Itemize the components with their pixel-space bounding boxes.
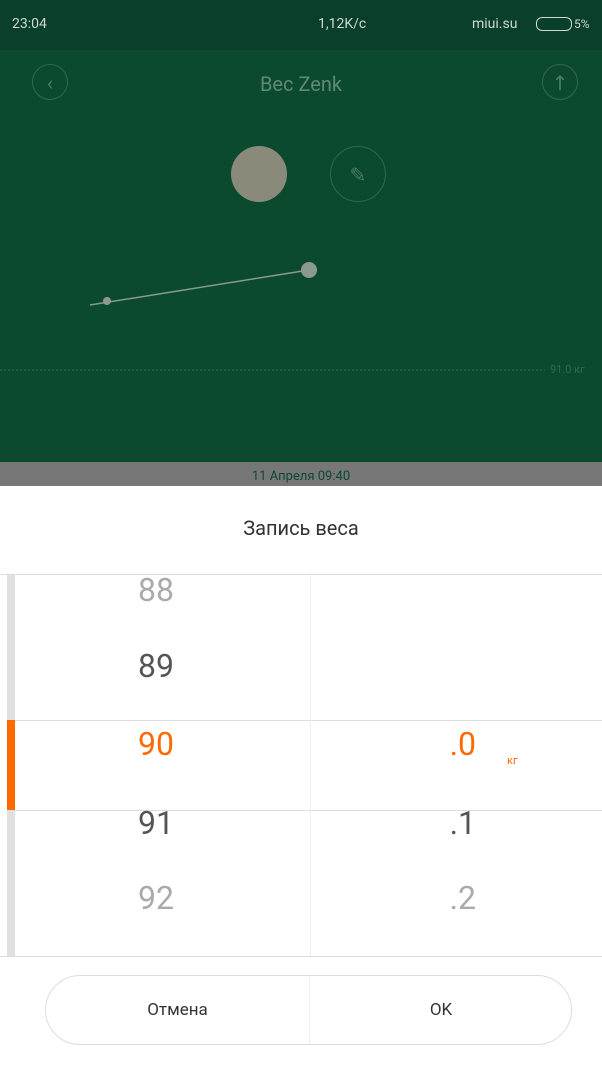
divider bbox=[0, 574, 602, 575]
button-group: Отмена OK bbox=[45, 975, 572, 1045]
decimal-option[interactable]: .2 bbox=[416, 879, 476, 917]
trend-line bbox=[90, 270, 309, 305]
integer-option[interactable]: 91 bbox=[138, 804, 174, 842]
screen: {"status_bar": {"time": "23:04", "speed"… bbox=[0, 0, 602, 1072]
integer-option[interactable]: 90 bbox=[138, 725, 174, 763]
cancel-button[interactable]: Отмена bbox=[46, 976, 309, 1044]
data-point bbox=[301, 262, 317, 278]
weight-chart bbox=[0, 0, 602, 462]
unit-label: кг bbox=[507, 754, 518, 767]
date-strip: 11 Апреля 09:40 bbox=[0, 462, 602, 486]
integer-option[interactable]: 92 bbox=[138, 879, 174, 917]
ok-button[interactable]: OK bbox=[310, 976, 572, 1044]
integer-option[interactable]: 88 bbox=[138, 571, 174, 609]
data-point bbox=[103, 297, 111, 305]
decimal-option[interactable]: .0 bbox=[416, 725, 476, 763]
column-divider bbox=[310, 575, 311, 956]
selection-line bbox=[15, 720, 602, 721]
integer-option[interactable]: 89 bbox=[138, 647, 174, 685]
decimal-option[interactable]: .1 bbox=[416, 804, 476, 842]
selection-line bbox=[15, 810, 602, 811]
divider bbox=[0, 956, 602, 957]
selection-indicator bbox=[7, 720, 15, 810]
backdrop: 23:04 1,12K/c miui.su 5% ‹ Вес Zenk ↑ ✎ … bbox=[0, 0, 602, 462]
weight-dialog: Запись веса 88 89 90 91 92 .0 .1 .2 кг Отмена … bbox=[0, 486, 602, 1072]
dialog-title: Запись веса bbox=[0, 516, 602, 540]
reference-label: 91.0 кг bbox=[550, 363, 585, 376]
